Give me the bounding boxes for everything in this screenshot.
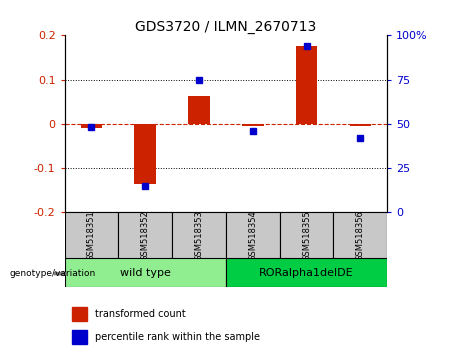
Text: GSM518353: GSM518353: [195, 210, 203, 261]
Text: transformed count: transformed count: [95, 309, 185, 319]
Text: percentile rank within the sample: percentile rank within the sample: [95, 332, 260, 342]
Bar: [72, 330, 87, 344]
Text: genotype/variation: genotype/variation: [9, 269, 95, 278]
Text: GSM518351: GSM518351: [87, 210, 96, 261]
Text: GSM518356: GSM518356: [356, 210, 365, 261]
Bar: [242, 124, 264, 126]
Title: GDS3720 / ILMN_2670713: GDS3720 / ILMN_2670713: [135, 21, 317, 34]
Bar: [188, 96, 210, 124]
Text: wild type: wild type: [120, 268, 171, 278]
Bar: [81, 124, 102, 128]
Bar: [349, 124, 371, 126]
Text: GSM518355: GSM518355: [302, 210, 311, 261]
Bar: [72, 307, 87, 321]
Text: GSM518352: GSM518352: [141, 210, 150, 261]
Bar: [226, 212, 280, 258]
Bar: [333, 212, 387, 258]
Bar: [172, 212, 226, 258]
Text: RORalpha1delDE: RORalpha1delDE: [259, 268, 354, 278]
Bar: [135, 124, 156, 184]
Bar: [280, 212, 333, 258]
Bar: [65, 258, 226, 287]
Bar: [226, 258, 387, 287]
Bar: [296, 46, 317, 124]
Text: GSM518354: GSM518354: [248, 210, 257, 261]
Bar: [65, 212, 118, 258]
Bar: [118, 212, 172, 258]
